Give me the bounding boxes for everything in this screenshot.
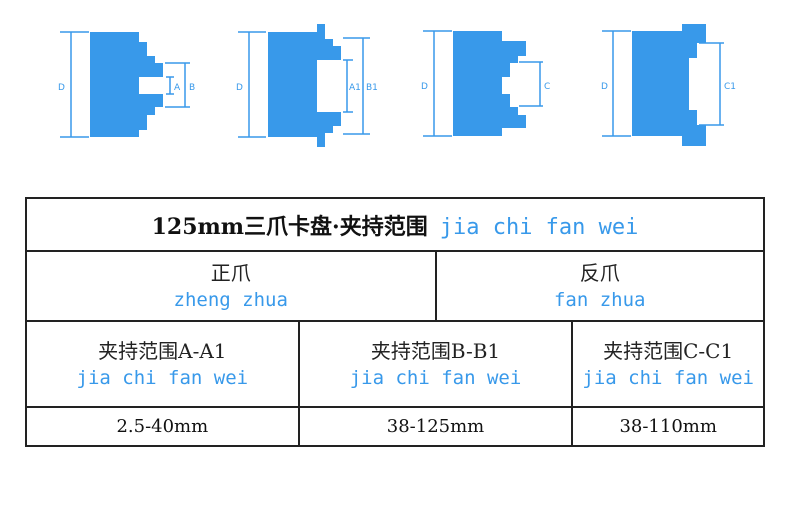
column-label: 夹持范围B-B1 — [370, 339, 501, 363]
column-pinyin: jia chi fan wei — [582, 367, 754, 389]
dim-label: D — [421, 82, 428, 92]
chuck-forward-b — [268, 24, 341, 147]
dim-label: D — [601, 82, 608, 92]
column-label: 夹持范围A-A1 — [98, 339, 227, 363]
group-reverse-jaw: 反爪 fan zhua — [434, 250, 765, 322]
column-label: 夹持范围C-C1 — [603, 339, 734, 363]
range-value: 2.5-40mm — [25, 406, 300, 447]
clamping-range-table: 125mm三爪卡盘·夹持范围 jia chi fan wei 正爪 zheng z… — [25, 197, 765, 447]
group-pinyin: zheng zhua — [173, 289, 288, 311]
dim-label: C1 — [724, 82, 736, 92]
chuck-reverse-c — [453, 31, 526, 136]
dim-label: B1 — [366, 83, 378, 93]
chuck-reverse-c1 — [632, 24, 706, 146]
dim-label: D — [58, 83, 65, 93]
dim-label: B — [189, 83, 195, 93]
column-pinyin: jia chi fan wei — [349, 367, 522, 389]
column-pinyin: jia chi fan wei — [76, 367, 249, 389]
dim-label: D — [236, 83, 243, 93]
column-header: 夹持范围C-C1 jia chi fan wei — [571, 320, 765, 408]
range-value: 38-110mm — [571, 406, 765, 447]
dim-label: A1 — [349, 83, 361, 93]
chuck-diagrams: D A B D A1 B1 D C D C1 — [58, 24, 736, 147]
title-text: 125mm三爪卡盘·夹持范围 — [151, 213, 428, 240]
column-header: 夹持范围B-B1 jia chi fan wei — [297, 320, 574, 408]
table-title: 125mm三爪卡盘·夹持范围 jia chi fan wei — [25, 197, 765, 252]
group-forward-jaw: 正爪 zheng zhua — [25, 250, 437, 322]
title-pinyin: jia chi fan wei — [439, 214, 639, 240]
group-label: 反爪 — [579, 261, 620, 285]
chuck-forward-a — [90, 32, 163, 137]
range-value: 38-125mm — [297, 406, 574, 447]
dim-label: A — [174, 83, 181, 93]
group-label: 正爪 — [210, 261, 251, 285]
column-header: 夹持范围A-A1 jia chi fan wei — [25, 320, 300, 408]
group-pinyin: fan zhua — [553, 289, 646, 311]
dim-label: C — [544, 82, 550, 92]
